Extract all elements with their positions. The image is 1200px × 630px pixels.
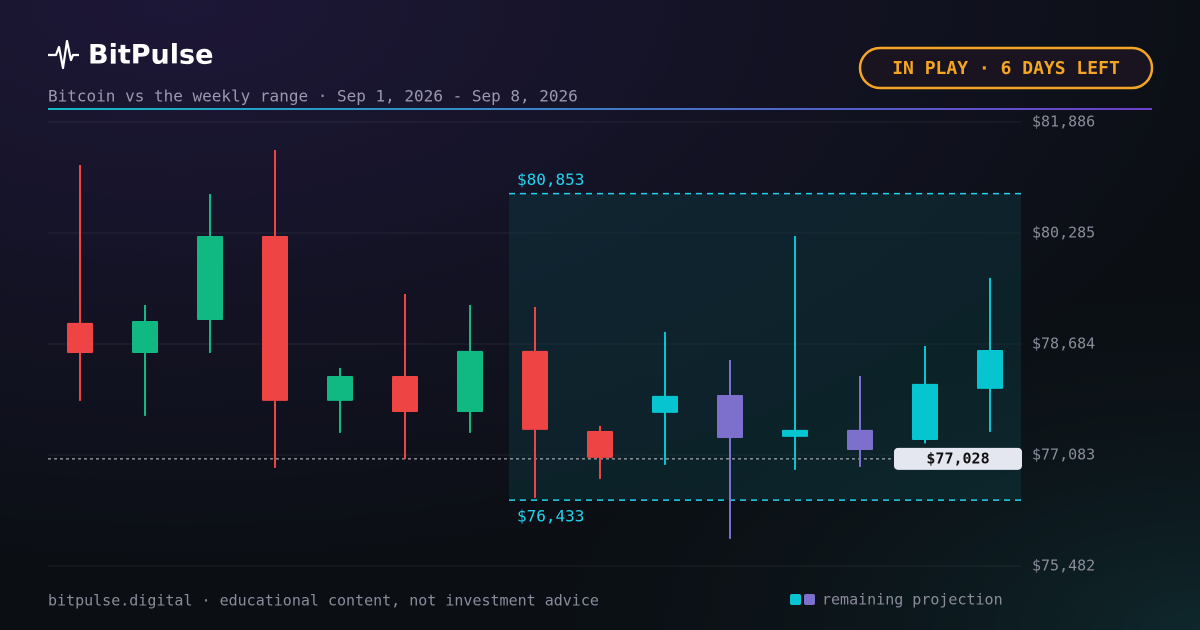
header-rule [48, 108, 1152, 110]
candle-body [912, 383, 938, 440]
candle-body [67, 322, 93, 353]
y-tick-label: $77,083 [1032, 446, 1095, 464]
plot: $81,886 $80,285 $78,684 $77,083 $75,482 $80,8… [48, 113, 1095, 575]
candle-body [457, 350, 483, 412]
y-tick-label: $75,482 [1032, 557, 1095, 575]
range-low-label: $76,433 [517, 507, 584, 526]
last-price-tag [894, 447, 1022, 470]
candle-body [197, 235, 223, 320]
status-text: IN PLAY · 6 DAYS LEFT [892, 58, 1120, 79]
candle-body [652, 395, 678, 413]
brand: BitPulse [88, 40, 213, 71]
legend-swatch [790, 594, 801, 605]
legend-label: remaining projection [822, 591, 1003, 609]
candle-body [717, 394, 743, 438]
footer-note: bitpulse.digital · educational content, … [48, 592, 599, 610]
subtitle: Bitcoin vs the weekly range · Sep 1, 202… [48, 87, 578, 106]
candle-body [782, 429, 808, 437]
candle-body [847, 429, 873, 450]
candle-body [262, 235, 288, 401]
last-price-label: $77,028 [926, 449, 989, 467]
status-badge [858, 46, 1154, 90]
candle-body [132, 320, 158, 353]
candle-body [587, 430, 613, 458]
legend-swatch [804, 594, 815, 605]
y-tick-label: $81,886 [1032, 113, 1095, 131]
candle-body [392, 375, 418, 412]
candle-body [977, 349, 1003, 389]
candle-body [327, 375, 353, 401]
range-high-label: $80,853 [517, 170, 584, 189]
y-tick-label: $78,684 [1032, 335, 1095, 353]
candle-body [522, 350, 548, 430]
logo-icon [48, 39, 79, 70]
y-tick-label: $80,285 [1032, 224, 1095, 242]
